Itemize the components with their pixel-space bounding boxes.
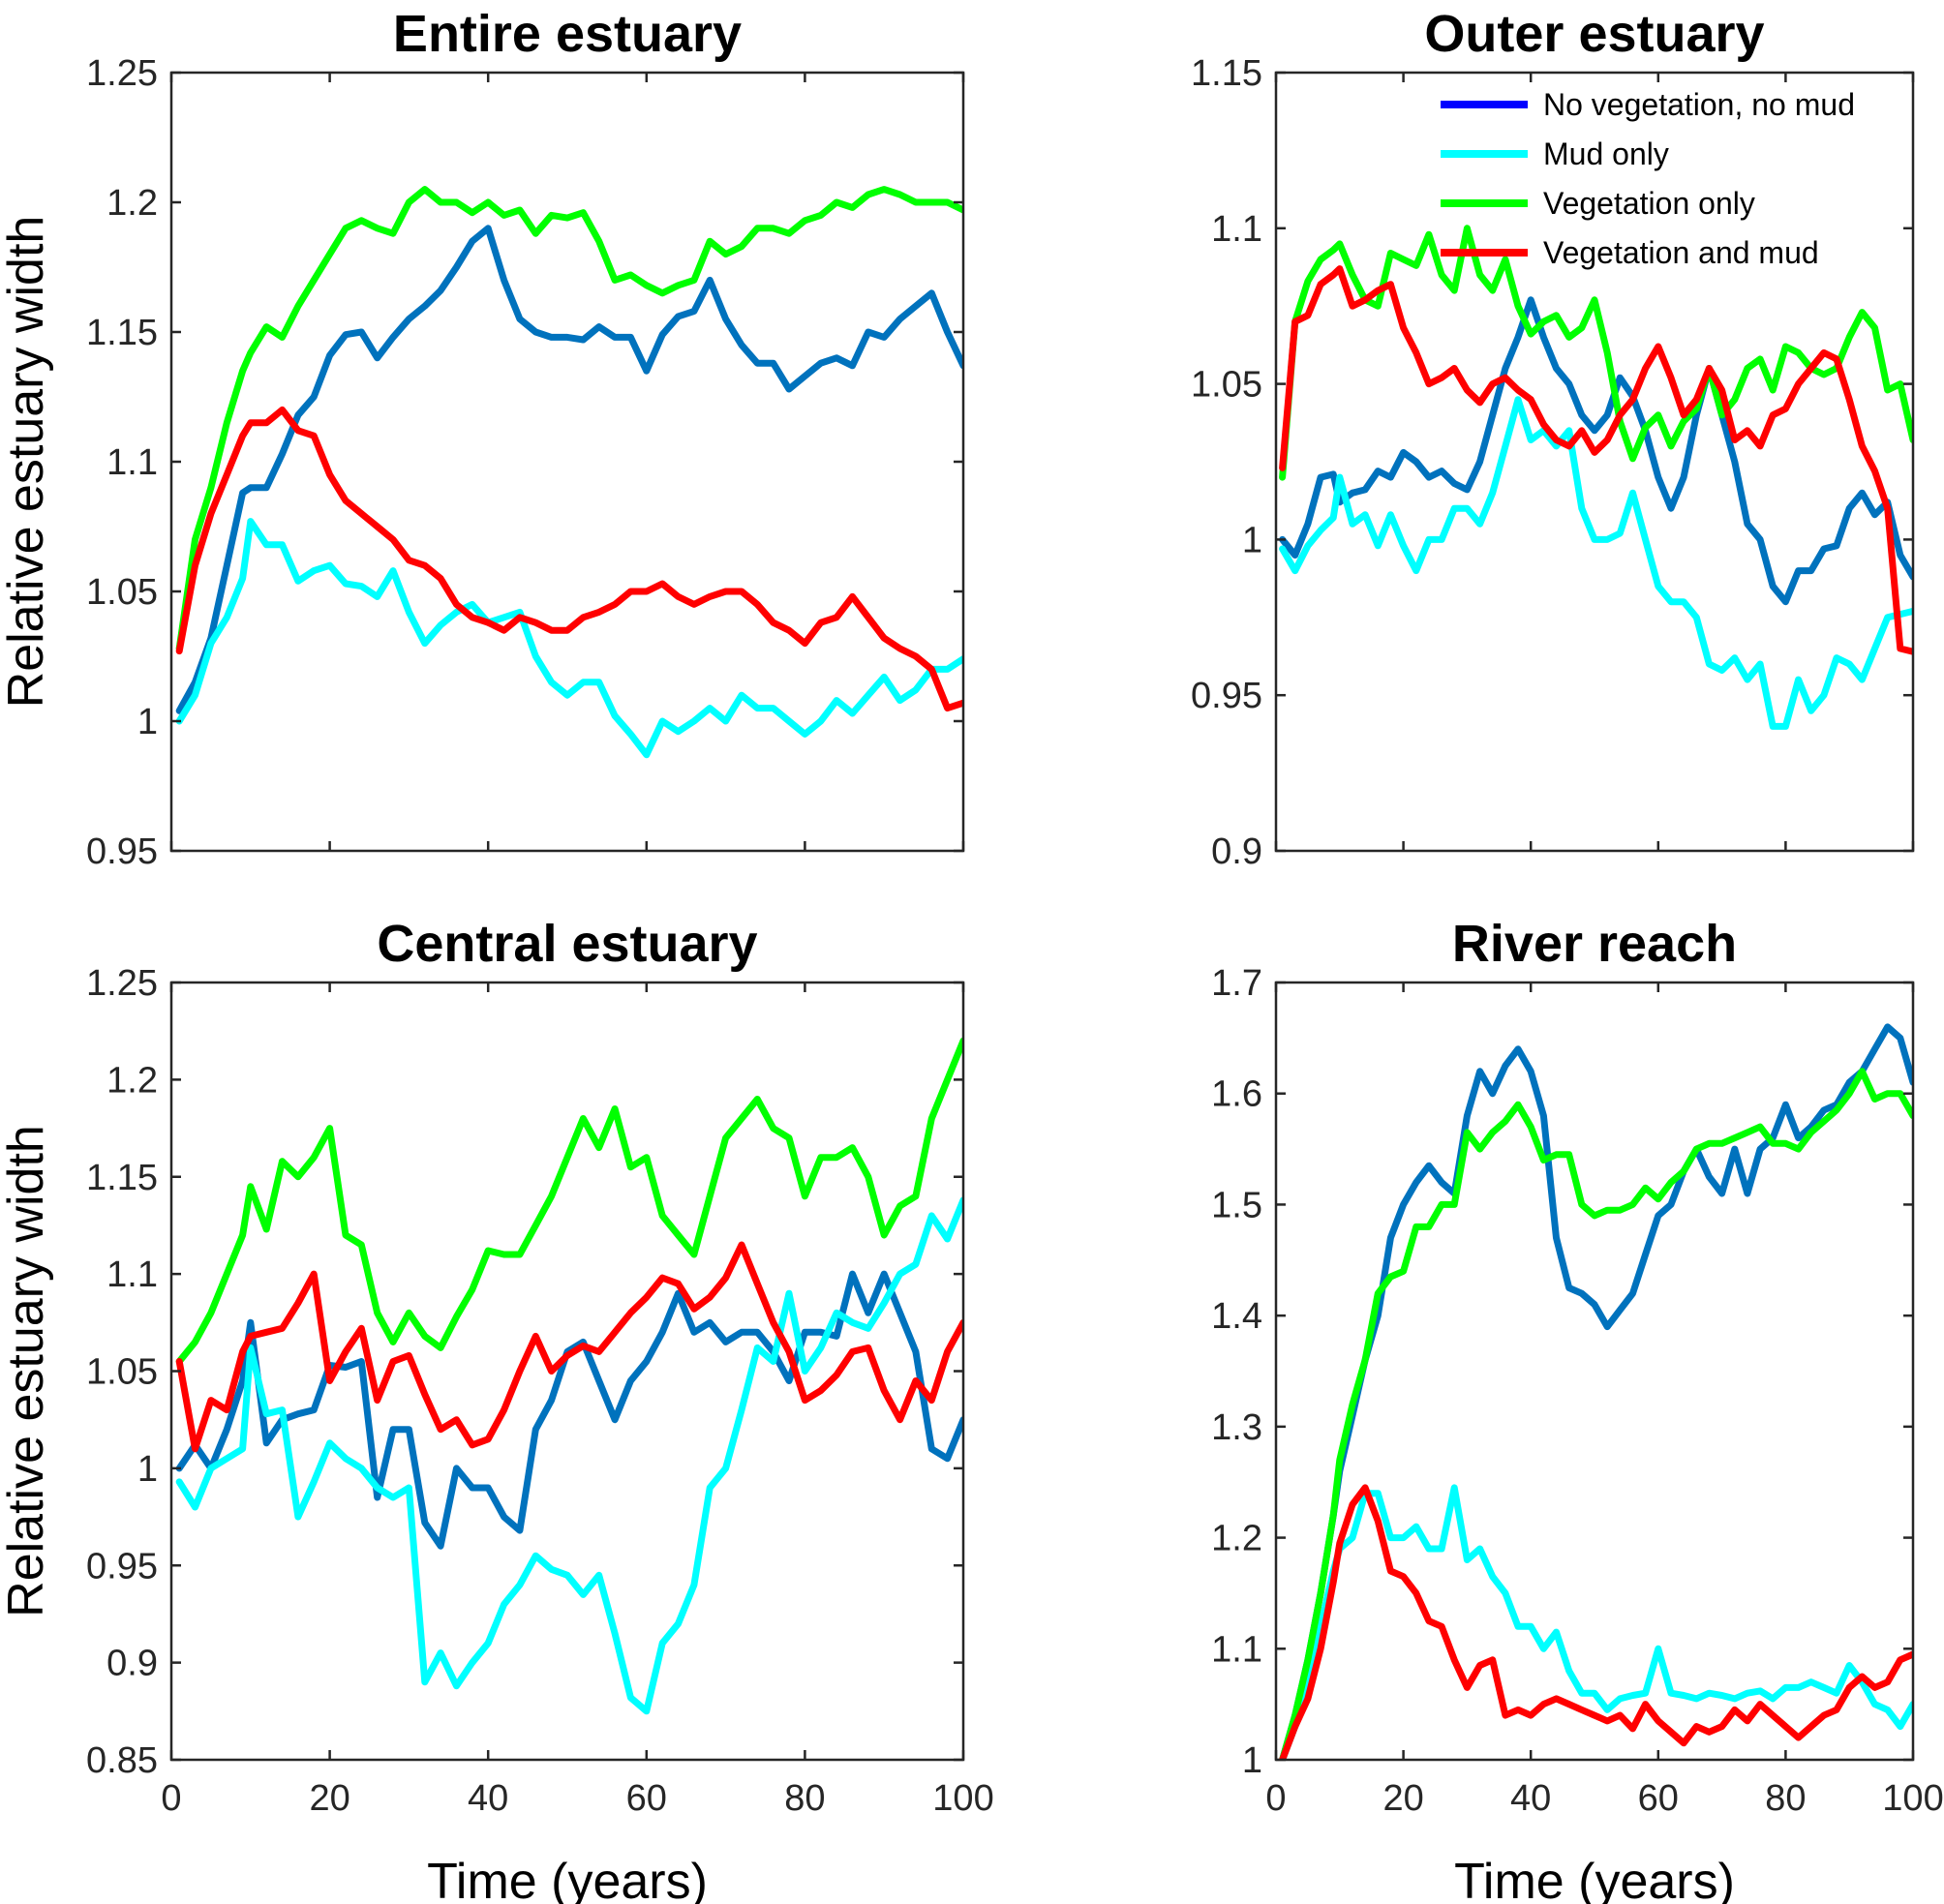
y-tick-label: 1.25 [86,53,158,94]
y-tick-label: 1.05 [1191,365,1262,406]
y-axis-label: Relative estuary width [0,216,54,709]
x-tick-label: 60 [1638,1778,1679,1819]
series-line-mud-only [175,518,963,759]
y-tick-label: 1.15 [1191,53,1262,94]
axes-frame [1274,981,1915,1762]
y-tick-label: 1.2 [106,183,158,224]
y-tick-label: 1 [137,702,158,742]
y-tick-label: 1.7 [1211,963,1262,1004]
y-tick-label: 0.95 [86,1546,158,1587]
series-line-vegetation-and-mud [175,406,963,712]
legend-label: Vegetation and mud [1543,235,1819,270]
y-axis-label: Relative estuary width [0,1125,54,1617]
y-tick-label: 1.25 [86,963,158,1004]
panel-central-estuary: Central estuary 0.85 0.9 0.95 1 1.05 1.1 1.15 1.… [0,915,994,1904]
y-tick-label: 0.95 [86,831,158,872]
legend: No vegetation, no mud Mud only Vegetation … [1441,87,1855,270]
legend-label: No vegetation, no mud [1543,87,1855,122]
panel-title: Central estuary [377,915,757,973]
x-axis-label: Time (years) [427,1854,708,1904]
x-tick-label: 0 [1265,1778,1286,1819]
x-tick-label: 0 [161,1778,181,1819]
series-line-vegetation-only [1279,1068,1913,1760]
panel-title: Outer estuary [1424,5,1764,63]
x-tick-label: 100 [1882,1778,1943,1819]
y-tick-label: 1 [137,1449,158,1490]
y-tick-label: 0.95 [1191,676,1262,716]
panel-title: River reach [1452,915,1737,973]
y-tick-label: 1.2 [106,1060,158,1101]
series-line-mud-only [1279,1484,1913,1760]
panel-river-reach: River reach 1 1.1 1.2 1.3 1.4 1.5 1.6 1.7 0 20 40 60… [1211,915,1944,1904]
y-tick-label: 1.05 [86,1352,158,1393]
y-tick-label: 1.4 [1211,1296,1262,1337]
y-tick-label: 1.05 [86,572,158,613]
series-line-mud-only [1279,396,1913,730]
y-tick-label: 1 [1242,1740,1262,1781]
series-line-vegetation-only [175,186,963,652]
series-line-mud-only [175,1196,963,1715]
series-line-vegetation-and-mud [175,1241,963,1453]
y-tick-label: 1.6 [1211,1074,1262,1115]
y-tick-label: 0.9 [106,1644,158,1684]
panel-outer-estuary: Outer estuary 0.9 0.95 1 1.05 1.1 1.15 No veget… [1191,5,1915,872]
x-tick-label: 40 [468,1778,508,1819]
y-tick-label: 0.9 [1211,831,1262,872]
panel-title: Entire estuary [393,5,742,63]
panel-entire-estuary: Entire estuary 0.95 1 1.05 1.1 1.15 1.2 1.25 Rel… [0,5,965,872]
x-tick-label: 80 [784,1778,825,1819]
y-tick-label: 1.3 [1211,1407,1262,1448]
series-line-no-vegetation-no-mud [1279,1023,1913,1760]
y-tick-label: 1 [1242,520,1262,560]
y-tick-label: 1.15 [86,1158,158,1198]
y-tick-label: 1.15 [86,313,158,353]
x-axis-label: Time (years) [1454,1854,1735,1904]
x-tick-label: 20 [309,1778,349,1819]
y-tick-label: 1.1 [106,1254,158,1295]
x-tick-label: 20 [1382,1778,1423,1819]
series-line-vegetation-and-mud [1279,1484,1913,1760]
series-line-no-vegetation-no-mud [1279,296,1913,606]
y-tick-label: 1.2 [1211,1519,1262,1559]
y-tick-label: 0.85 [86,1740,158,1781]
x-tick-label: 40 [1510,1778,1551,1819]
legend-label: Mud only [1543,136,1669,171]
y-tick-label: 1.1 [106,442,158,483]
series-line-vegetation-and-mud [1279,265,1913,655]
axes-frame [169,981,965,1762]
x-tick-label: 80 [1765,1778,1806,1819]
y-tick-label: 1.1 [1211,1629,1262,1670]
x-tick-label: 60 [626,1778,667,1819]
axes-frame [1274,71,1915,853]
axes-frame [169,71,965,853]
series-line-no-vegetation-no-mud [175,225,963,714]
y-tick-label: 1.1 [1211,209,1262,250]
legend-label: Vegetation only [1543,186,1755,221]
series-line-vegetation-only [175,1037,963,1365]
x-tick-label: 100 [932,1778,993,1819]
y-tick-label: 1.5 [1211,1185,1262,1225]
